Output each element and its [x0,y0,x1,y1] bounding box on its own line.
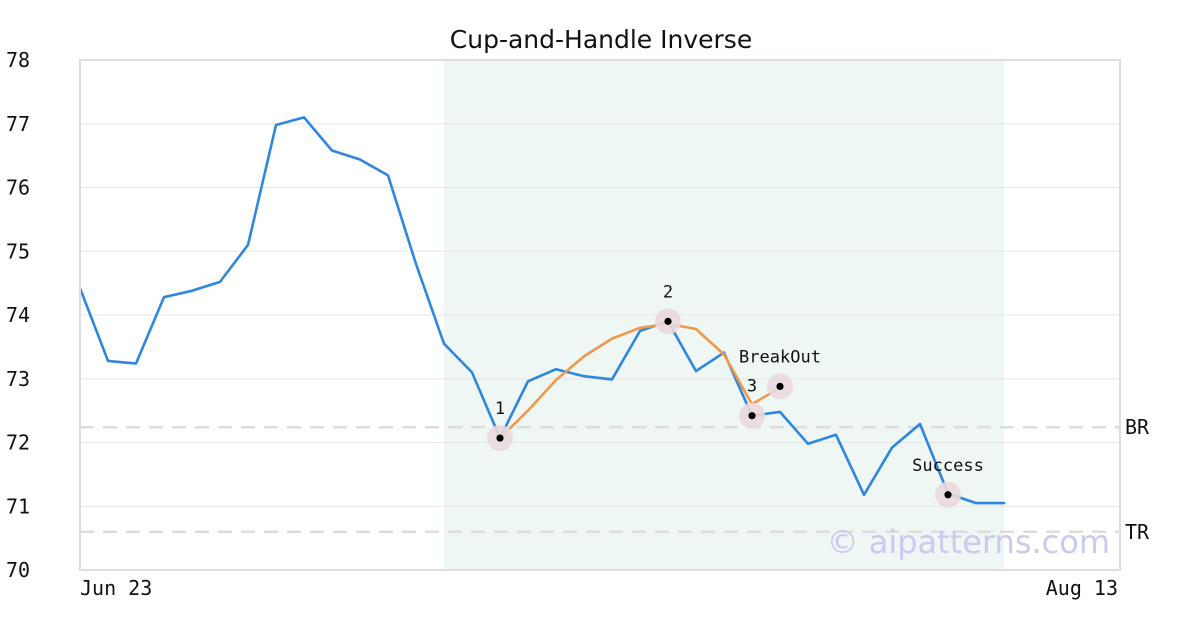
annotation-label: 1 [495,399,505,419]
level-label: BR [1125,415,1150,439]
y-tick-label: 70 [6,558,30,582]
marker-point [664,317,672,325]
marker-point [776,382,784,390]
x-tick-label: Jun 23 [80,576,152,600]
watermark: © aipatterns.com [827,523,1110,561]
x-tick-label: Aug 13 [1046,576,1118,600]
plot-frame [79,59,1121,571]
annotation-label: 2 [663,282,673,302]
y-tick-label: 75 [6,239,30,263]
y-tick-label: 73 [6,367,30,391]
marker-point [944,491,952,499]
annotation-label: Success [912,456,984,476]
level-label: TR [1125,520,1150,544]
pattern-line [498,322,782,440]
y-tick-label: 76 [6,176,30,200]
y-tick-label: 74 [6,303,30,327]
y-tick-label: 71 [6,494,30,518]
y-tick-label: 72 [6,431,30,455]
price-line [78,116,1006,505]
marker-point [748,412,756,420]
chart-title: Cup-and-Handle Inverse [450,25,752,54]
marker-point [496,434,504,442]
annotation-label: BreakOut [739,347,821,367]
y-tick-label: 77 [6,112,30,136]
annotation-label: 3 [747,377,757,397]
y-tick-label: 78 [6,48,30,72]
